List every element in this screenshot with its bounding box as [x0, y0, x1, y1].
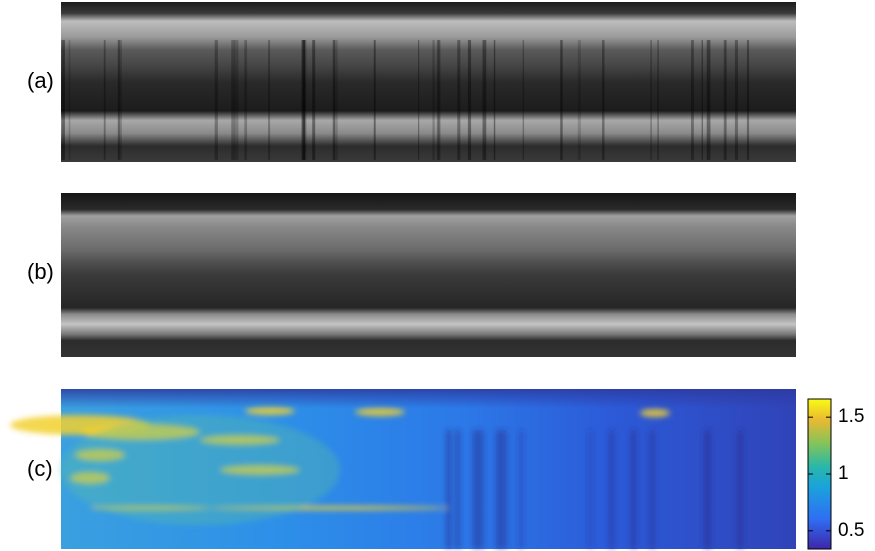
streak — [482, 40, 487, 160]
streak — [103, 40, 106, 160]
image-b — [61, 193, 796, 357]
streak — [690, 40, 694, 160]
colorbar-tick-label: 1.5 — [838, 406, 864, 427]
streak — [268, 40, 271, 160]
streak — [312, 40, 316, 160]
panel-label: (c) — [27, 456, 53, 481]
streak — [437, 40, 441, 160]
streak — [301, 40, 305, 160]
streak — [701, 40, 703, 160]
streak — [231, 40, 235, 160]
streak — [61, 40, 65, 160]
streak — [117, 40, 122, 160]
streak — [457, 40, 461, 160]
streak — [467, 40, 472, 160]
streak — [706, 40, 711, 160]
streak — [418, 40, 420, 160]
colorbar-tick-label: 0.5 — [838, 520, 864, 541]
streak — [432, 40, 435, 160]
streak — [332, 40, 335, 160]
streak — [436, 40, 439, 160]
streak — [522, 40, 525, 160]
streak — [650, 40, 652, 160]
texture-a — [61, 40, 750, 160]
streak — [734, 40, 738, 160]
streak — [373, 40, 376, 160]
streak — [234, 40, 239, 160]
streak — [746, 40, 750, 160]
streak — [214, 40, 218, 160]
streak — [302, 40, 305, 160]
streak — [493, 40, 496, 160]
streak — [244, 40, 248, 160]
panel-label: (a) — [27, 68, 54, 93]
streak — [117, 40, 120, 160]
streak — [577, 40, 581, 160]
streak — [723, 40, 727, 160]
image-a — [61, 2, 796, 162]
streak — [62, 40, 66, 160]
colorbar-tick-label: 1 — [838, 463, 849, 484]
panel-label: (b) — [27, 259, 54, 284]
image-c-top — [61, 389, 796, 549]
streak — [303, 40, 307, 160]
streak — [68, 40, 71, 160]
streak — [333, 40, 338, 160]
streak — [303, 40, 306, 160]
streak — [657, 40, 659, 160]
streak — [602, 40, 605, 160]
streak — [560, 40, 563, 160]
streak — [724, 40, 726, 160]
